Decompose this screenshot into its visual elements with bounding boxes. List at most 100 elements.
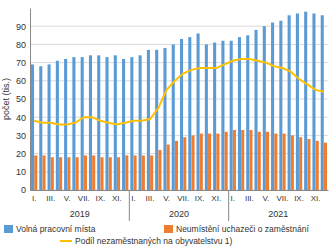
grid-line — [30, 26, 328, 27]
year-groups: 2019 2020 2021 — [70, 190, 289, 221]
y-tick-label: 20 — [16, 149, 26, 159]
x-tick-label: I. — [131, 194, 135, 203]
x-tick: VII. — [78, 190, 90, 203]
bar — [59, 157, 62, 190]
y-tick: 60 — [16, 76, 30, 86]
legend-item: Neumístění uchazeči o zaměstnání — [164, 224, 309, 234]
x-tick: I. — [131, 190, 135, 203]
y-tick: 30 — [16, 131, 30, 141]
bar-series — [34, 130, 327, 190]
bar — [51, 157, 54, 190]
year-label: 2021 — [268, 209, 288, 219]
bar — [130, 57, 133, 190]
bar — [263, 26, 266, 190]
bar — [97, 55, 100, 190]
bar — [324, 143, 327, 190]
bar — [316, 141, 319, 190]
bar — [180, 39, 183, 190]
x-tick-label: III. — [245, 194, 254, 203]
bar — [241, 130, 244, 190]
legend-item: Podíl nezaměstnaných na obyvatelstvu 1) — [60, 236, 233, 246]
bar — [139, 55, 142, 190]
bar — [266, 132, 269, 190]
y-tick: 80 — [16, 40, 30, 50]
bar — [100, 157, 103, 190]
x-tick-label: I. — [231, 194, 235, 203]
y-tick: 70 — [16, 58, 30, 68]
x-tick-label: XI. — [311, 194, 321, 203]
bar — [34, 155, 37, 190]
bar — [150, 155, 153, 190]
x-tick: III. — [245, 190, 254, 203]
bar — [216, 134, 219, 190]
y-tick-label: 50 — [16, 94, 26, 104]
bar — [279, 21, 282, 190]
bar — [134, 155, 137, 190]
x-tick-label: III. — [46, 194, 55, 203]
bar — [183, 137, 186, 190]
bar — [233, 130, 236, 190]
bar — [208, 134, 211, 190]
y-tick-label: 40 — [16, 113, 26, 123]
bar — [304, 12, 307, 190]
y-tick: 50 — [16, 94, 30, 104]
bar — [81, 57, 84, 190]
bar — [125, 155, 128, 190]
y-tick: 90 — [16, 22, 30, 32]
y-tick: 20 — [16, 149, 30, 159]
year-label: 2019 — [70, 209, 90, 219]
x-tick: V. — [163, 190, 170, 203]
bar-series — [31, 12, 324, 190]
x-tick: IX. — [95, 190, 105, 203]
y-tick-label: 30 — [16, 131, 26, 141]
bar — [158, 150, 161, 190]
x-tick-label: IX. — [294, 194, 304, 203]
y-axis: 0102030405060708090 — [16, 9, 31, 196]
legend-swatch — [164, 225, 173, 233]
year-separator — [228, 190, 229, 221]
bar — [197, 33, 200, 190]
x-tick-label: IX. — [95, 194, 105, 203]
y-tick-label: 0 — [21, 185, 26, 195]
bar — [225, 132, 228, 190]
bar — [288, 15, 291, 190]
bar — [142, 155, 145, 190]
bar — [167, 145, 170, 191]
bar — [213, 43, 216, 190]
bar — [321, 15, 324, 190]
y-tick-label: 60 — [16, 76, 26, 86]
x-tick: VII. — [276, 190, 288, 203]
bar — [296, 13, 299, 190]
x-tick-label: XI. — [211, 194, 221, 203]
bar — [205, 44, 208, 190]
year-separator — [129, 190, 130, 221]
bar — [84, 155, 87, 190]
x-tick: VII. — [177, 190, 189, 203]
bar — [31, 64, 34, 190]
x-tick-label: III. — [146, 194, 155, 203]
bar — [42, 155, 45, 190]
bar — [291, 135, 294, 190]
bar — [155, 50, 158, 190]
chart: 0102030405060708090počet (tis.)I.III.V.V… — [0, 0, 330, 248]
bar — [230, 41, 233, 190]
bar — [67, 157, 70, 190]
legend-label: Volná pracovní místa — [16, 224, 96, 234]
bar — [312, 13, 315, 190]
bar — [48, 64, 51, 190]
x-tick-label: IX. — [195, 194, 205, 203]
x-tick-label: VII. — [78, 194, 90, 203]
x-tick: XI. — [112, 190, 122, 203]
bar — [76, 157, 79, 190]
bar — [191, 135, 194, 190]
legend-swatch — [4, 225, 13, 233]
y-tick: 0 — [21, 185, 30, 195]
legend: Volná pracovní místa Neumístění uchazeči … — [4, 224, 309, 246]
bar — [163, 48, 166, 190]
x-tick-label: XI. — [112, 194, 122, 203]
legend-item: Volná pracovní místa — [4, 224, 96, 234]
x-tick-label: VII. — [276, 194, 288, 203]
x-tick-label: VII. — [177, 194, 189, 203]
legend-swatch — [60, 240, 72, 242]
year-label: 2020 — [169, 209, 189, 219]
